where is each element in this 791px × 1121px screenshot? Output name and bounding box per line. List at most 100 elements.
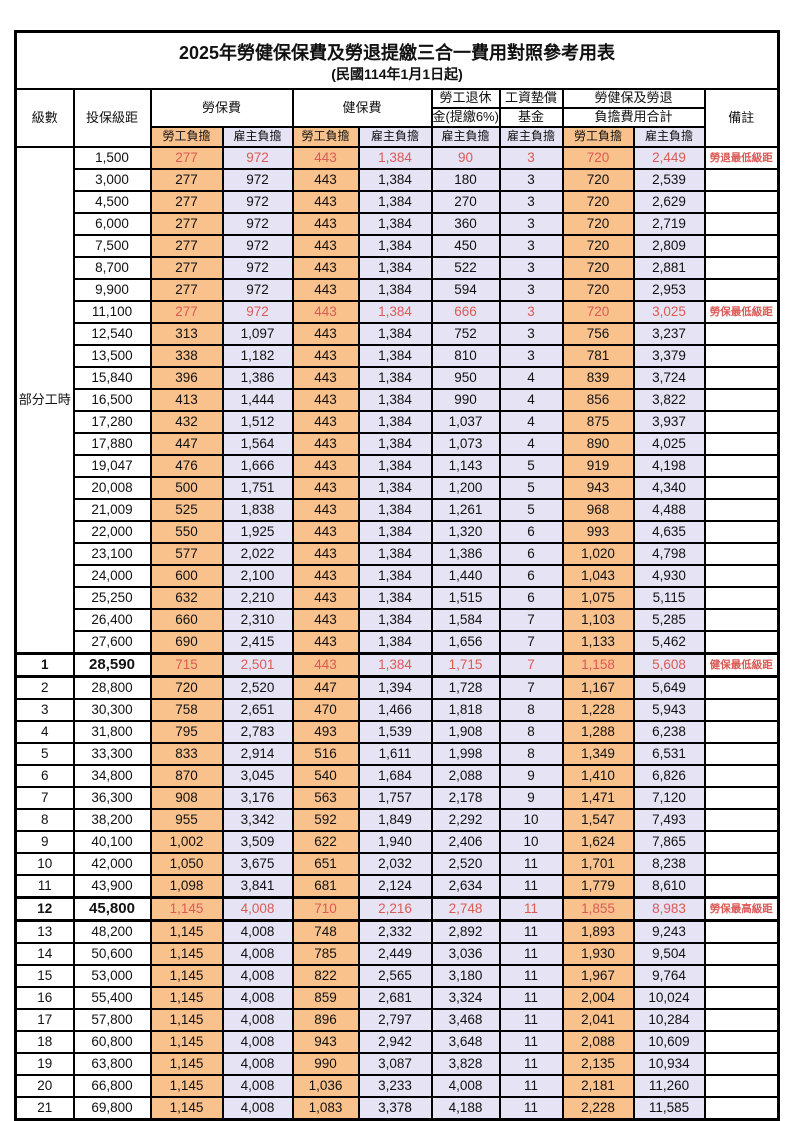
value-cell: 1,384: [357, 520, 433, 544]
value-cell: 756: [561, 322, 635, 346]
remark-cell: [703, 986, 780, 1010]
bracket-cell: 38,200: [72, 808, 152, 832]
value-cell: 3: [498, 234, 564, 258]
title-row: 2025年勞健保保費及勞退提繳三合一費用對照參考用表 (民國114年1月1日起): [14, 30, 780, 90]
value-cell: 666: [430, 300, 501, 324]
value-cell: 1,751: [221, 476, 294, 500]
value-cell: 6: [498, 542, 564, 566]
value-cell: 3,648: [430, 1030, 501, 1054]
level-cell: 4: [14, 720, 75, 744]
table-row: 8 38,200 955 3,342 592 1,849 2,292 10 1,547 7,493: [14, 808, 780, 832]
title-cell: 2025年勞健保保費及勞退提繳三合一費用對照參考用表 (民國114年1月1日起): [14, 30, 780, 90]
bracket-cell: 40,100: [72, 830, 152, 854]
bracket-cell: 33,300: [72, 742, 152, 766]
table-row: 24,000 600 2,100 443 1,384 1,440 6 1,043 4,930: [16, 564, 780, 588]
value-cell: 3,045: [221, 764, 294, 788]
value-cell: 715: [149, 652, 224, 678]
value-cell: 950: [430, 366, 501, 390]
value-cell: 1,539: [357, 720, 433, 744]
value-cell: 1,701: [561, 852, 635, 876]
value-cell: 1,200: [430, 476, 501, 500]
remark-cell: 健保最低級距: [703, 652, 780, 678]
value-cell: 6,826: [632, 764, 706, 788]
value-cell: 443: [291, 542, 360, 566]
col-header-labor-insurance: 勞保費: [149, 88, 294, 128]
bracket-cell: 1,500: [72, 146, 152, 170]
value-cell: 443: [291, 652, 360, 678]
value-cell: 2,210: [221, 586, 294, 610]
level-cell: 9: [14, 830, 75, 854]
value-cell: 1,083: [291, 1096, 360, 1121]
value-cell: 1,103: [561, 608, 635, 632]
value-cell: 720: [561, 278, 635, 302]
reference-table-sheet: 2025年勞健保保費及勞退提繳三合一費用對照參考用表 (民國114年1月1日起)…: [14, 30, 781, 1121]
value-cell: 1,320: [430, 520, 501, 544]
table-row: 14 50,600 1,145 4,008 785 2,449 3,036 11 1,930 9,…: [14, 942, 780, 966]
value-cell: 5: [498, 454, 564, 478]
value-cell: 1,182: [221, 344, 294, 368]
bracket-cell: 6,000: [72, 212, 152, 236]
bracket-cell: 63,800: [72, 1052, 152, 1076]
value-cell: 443: [291, 256, 360, 280]
table-row: 27,600 690 2,415 443 1,384 1,656 7 1,133 5,462: [16, 630, 780, 655]
value-cell: 3,675: [221, 852, 294, 876]
level-cell: 20: [14, 1074, 75, 1098]
value-cell: 11,585: [632, 1096, 706, 1121]
value-cell: 443: [291, 608, 360, 632]
value-cell: 5: [498, 498, 564, 522]
value-cell: 11: [498, 874, 564, 899]
value-cell: 1,512: [221, 410, 294, 434]
col-header-pension-line2: 金(提繳6%): [430, 107, 501, 128]
value-cell: 10,284: [632, 1008, 706, 1032]
remark-cell: [703, 608, 780, 632]
subheader-total-employee: 勞工負擔: [561, 126, 635, 148]
value-cell: 2,539: [632, 168, 706, 192]
value-cell: 4: [498, 366, 564, 390]
value-cell: 2,088: [561, 1030, 635, 1054]
value-cell: 896: [291, 1008, 360, 1032]
bracket-cell: 7,500: [72, 234, 152, 258]
value-cell: 2,088: [430, 764, 501, 788]
remark-cell: [703, 830, 780, 854]
value-cell: 1,818: [430, 698, 501, 722]
table-row: 19 63,800 1,145 4,008 990 3,087 3,828 11 2,135 10…: [14, 1052, 780, 1076]
value-cell: 450: [430, 234, 501, 258]
value-cell: 4,340: [632, 476, 706, 500]
value-cell: 1,384: [357, 278, 433, 302]
value-cell: 1,145: [149, 942, 224, 966]
value-cell: 1,386: [430, 542, 501, 566]
value-cell: 993: [561, 520, 635, 544]
value-cell: 4,008: [430, 1074, 501, 1098]
value-cell: 1,145: [149, 1008, 224, 1032]
value-cell: 3: [498, 322, 564, 346]
value-cell: 1,893: [561, 919, 635, 944]
value-cell: 1,384: [357, 168, 433, 192]
value-cell: 1,684: [357, 764, 433, 788]
value-cell: 1,384: [357, 432, 433, 456]
subheader-health-employer: 雇主負擔: [357, 126, 433, 148]
table-row: 3 30,300 758 2,651 470 1,466 1,818 8 1,228 5,943: [14, 698, 780, 722]
value-cell: 1,133: [561, 630, 635, 655]
value-cell: 972: [221, 234, 294, 258]
bracket-cell: 23,100: [72, 542, 152, 566]
value-cell: 5,462: [632, 630, 706, 655]
remark-cell: [703, 1074, 780, 1098]
remark-cell: [703, 432, 780, 456]
value-cell: 1,779: [561, 874, 635, 899]
value-cell: 968: [561, 498, 635, 522]
col-header-bracket: 投保級距: [72, 88, 152, 148]
value-cell: 11: [498, 896, 564, 922]
value-cell: 3,937: [632, 410, 706, 434]
value-cell: 660: [149, 608, 224, 632]
value-cell: 11: [498, 942, 564, 966]
value-cell: 1,145: [149, 1052, 224, 1076]
value-cell: 943: [561, 476, 635, 500]
value-cell: 1,444: [221, 388, 294, 412]
value-cell: 1,384: [357, 586, 433, 610]
value-cell: 5,115: [632, 586, 706, 610]
value-cell: 710: [291, 896, 360, 922]
value-cell: 5,649: [632, 675, 706, 700]
subheader-labor-employer: 雇主負擔: [221, 126, 294, 148]
value-cell: 7,865: [632, 830, 706, 854]
value-cell: 2,914: [221, 742, 294, 766]
